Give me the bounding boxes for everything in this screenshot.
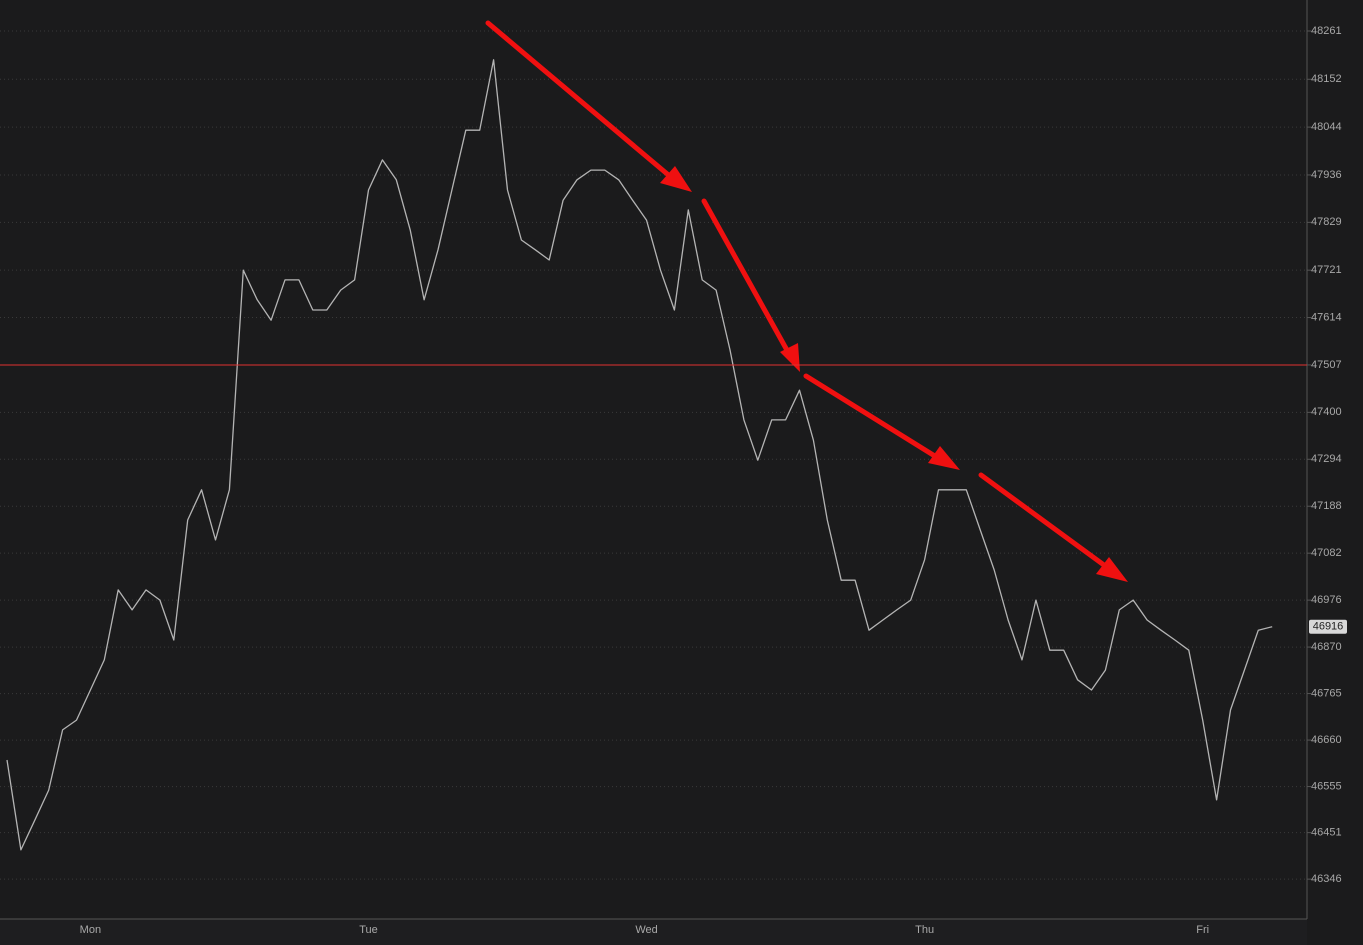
price-line	[6, 59, 1273, 851]
y-tick-label: 46976	[1311, 594, 1342, 606]
y-tick-label: 48152	[1311, 73, 1342, 85]
y-tick-label: 46555	[1311, 780, 1342, 792]
x-axis-bar	[0, 919, 1307, 945]
x-tick-label: Fri	[1196, 924, 1209, 936]
y-tick-label: 47721	[1311, 264, 1342, 276]
arrow-head	[660, 166, 692, 192]
y-tick-label: 48261	[1311, 25, 1342, 37]
trend-arrows	[485, 20, 1128, 582]
x-tick-label: Tue	[359, 924, 378, 936]
arrow-line	[978, 472, 1111, 571]
last-price-tag	[1309, 619, 1347, 634]
arrow-line	[701, 198, 791, 355]
arrow-head	[928, 446, 960, 470]
y-tick-label: 46346	[1311, 873, 1342, 885]
y-tick-label: 47294	[1311, 453, 1342, 465]
arrow-head	[1096, 557, 1128, 582]
x-tick-label: Mon	[80, 924, 101, 936]
y-tick-label: 47614	[1311, 311, 1342, 323]
y-tick-label: 47936	[1311, 169, 1342, 181]
y-tick-label: 46660	[1311, 734, 1342, 746]
y-tick-label: 46870	[1311, 641, 1342, 653]
y-tick-label: 47507	[1311, 359, 1342, 371]
y-tick-label: 47188	[1311, 500, 1342, 512]
x-tick-label: Wed	[635, 924, 657, 936]
y-tick-label: 48044	[1311, 121, 1342, 133]
arrow-line	[803, 373, 941, 461]
y-tick-label: 47082	[1311, 547, 1342, 559]
y-tick-label: 46765	[1311, 687, 1342, 699]
y-tick-label: 46451	[1311, 827, 1342, 839]
y-tick-label: 47400	[1311, 406, 1342, 418]
plot	[0, 30, 1307, 880]
last-price-label: 46916	[1313, 621, 1344, 633]
x-tick-label: Thu	[915, 924, 934, 936]
arrow-line	[485, 20, 675, 181]
y-tick-label: 47829	[1311, 216, 1342, 228]
